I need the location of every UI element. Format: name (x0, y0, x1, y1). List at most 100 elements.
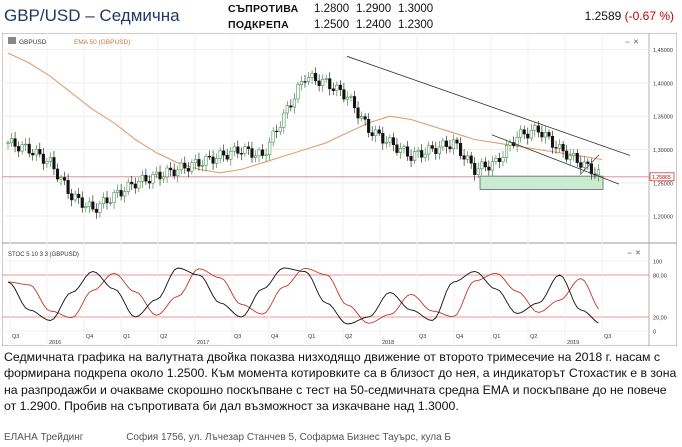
candle-body (515, 137, 519, 146)
candle-body (469, 155, 473, 164)
chart-svg: 1,45000 1,40000 1,35000 1,30000 1,25000 1,200… (1, 32, 678, 347)
candle-body (533, 125, 537, 131)
stoch-legend: STOC 5 10 3 3 (GBPUSD) (8, 252, 79, 258)
candle-body (402, 146, 406, 149)
candle-body (409, 156, 413, 161)
candle-body (558, 144, 562, 149)
candle-body (586, 161, 590, 164)
candle-body (151, 174, 155, 184)
candle-body (444, 140, 448, 147)
resistance-value-1: 1.2800 (314, 3, 350, 15)
candle-body (413, 151, 417, 161)
candle-body (349, 96, 353, 98)
candle-body (363, 116, 367, 120)
candle-body (215, 158, 219, 164)
candle-body (352, 96, 357, 109)
time-tick-label: Q2 (345, 334, 352, 340)
time-tick-label: 2017 (197, 340, 209, 346)
candle-body (285, 105, 289, 114)
candle-body (547, 132, 551, 137)
candle-body (268, 141, 272, 156)
candle-body (229, 151, 233, 160)
support-zone (479, 175, 604, 190)
symbol-icon (8, 37, 16, 44)
candle-body (70, 193, 74, 201)
candle-body (55, 168, 60, 180)
candle-body (243, 146, 247, 154)
candle-body (116, 190, 120, 193)
symbol-tag: GBPUSD (19, 39, 47, 46)
candle-body (144, 175, 148, 182)
candle-body (437, 146, 441, 154)
candle-body (261, 149, 265, 156)
candle-body (441, 140, 445, 148)
candle-body (158, 171, 162, 180)
price-tick-label: 1,40000 (653, 81, 673, 87)
candle-body (565, 150, 569, 160)
candle-body (543, 132, 547, 138)
candle-body (130, 181, 134, 185)
candle-body (246, 146, 250, 149)
candle-body (17, 146, 21, 152)
support-value-3: 1.2300 (398, 19, 434, 31)
candle-body (367, 119, 371, 133)
candle-body (384, 141, 388, 144)
candle-body (126, 181, 130, 192)
candle-body (207, 155, 212, 158)
candle-body (388, 137, 392, 143)
candle-body (232, 146, 236, 152)
time-tick-label: Q3 (419, 334, 426, 340)
price-change: (-0.67 %) (624, 9, 674, 23)
price-badge-box (649, 172, 675, 182)
candle-body (381, 133, 385, 144)
candle-body (398, 148, 403, 153)
price-quote: 1.2589 (-0.67 %) (585, 9, 674, 23)
candle-body (596, 169, 601, 176)
time-tick-label: Q3 (12, 334, 19, 340)
candle-body (38, 149, 42, 155)
stoch-tick-label: 20,00 (653, 316, 667, 322)
candle-body (197, 159, 201, 167)
time-tick-label: Q4 (271, 334, 278, 340)
candle-body (575, 152, 579, 163)
candle-body (356, 107, 360, 119)
candle-body (536, 125, 540, 133)
candle-body (416, 150, 420, 152)
time-tick-label: 2019 (567, 340, 579, 346)
projection-arrow (579, 154, 600, 176)
downtrend-line-upper (346, 55, 631, 156)
resistance-value-3: 1.3000 (398, 3, 434, 15)
candle-body (405, 146, 410, 157)
candle-body (250, 148, 254, 158)
candle-body (123, 191, 127, 197)
candle-body (20, 144, 24, 152)
candle-body (561, 144, 565, 152)
candle-body (225, 154, 229, 160)
candle-body (487, 166, 491, 171)
price-badge: 1.25865 (652, 175, 671, 181)
candle-body (6, 142, 10, 144)
stoch-tick-label: 80,00 (653, 274, 667, 280)
time-tick-label: Q4 (86, 334, 93, 340)
candle-body (27, 143, 31, 154)
candle-body (45, 161, 49, 164)
candle-body (34, 149, 38, 156)
candle-body (335, 84, 339, 91)
chart-controls-icon[interactable]: ⇔ ✕ (624, 39, 639, 46)
candle-body (501, 157, 505, 162)
candle-body (239, 153, 243, 155)
candle-body (41, 153, 45, 164)
candle-body (80, 197, 84, 208)
candle-body (66, 180, 70, 194)
candle-body (550, 136, 555, 148)
price-chart: 1,45000 1,40000 1,35000 1,30000 1,25000 1,200… (1, 32, 678, 347)
price-tick-label: 1,45000 (653, 48, 673, 54)
candle-body (317, 80, 321, 86)
candle-body (310, 72, 314, 78)
time-tick-label: Q3 (234, 334, 241, 340)
stoch-controls-icon[interactable]: ⇔ ✕ (626, 250, 641, 257)
candle-body (448, 146, 452, 149)
candle-body (179, 162, 183, 171)
candle-body (427, 145, 431, 155)
candle-body (271, 130, 275, 143)
